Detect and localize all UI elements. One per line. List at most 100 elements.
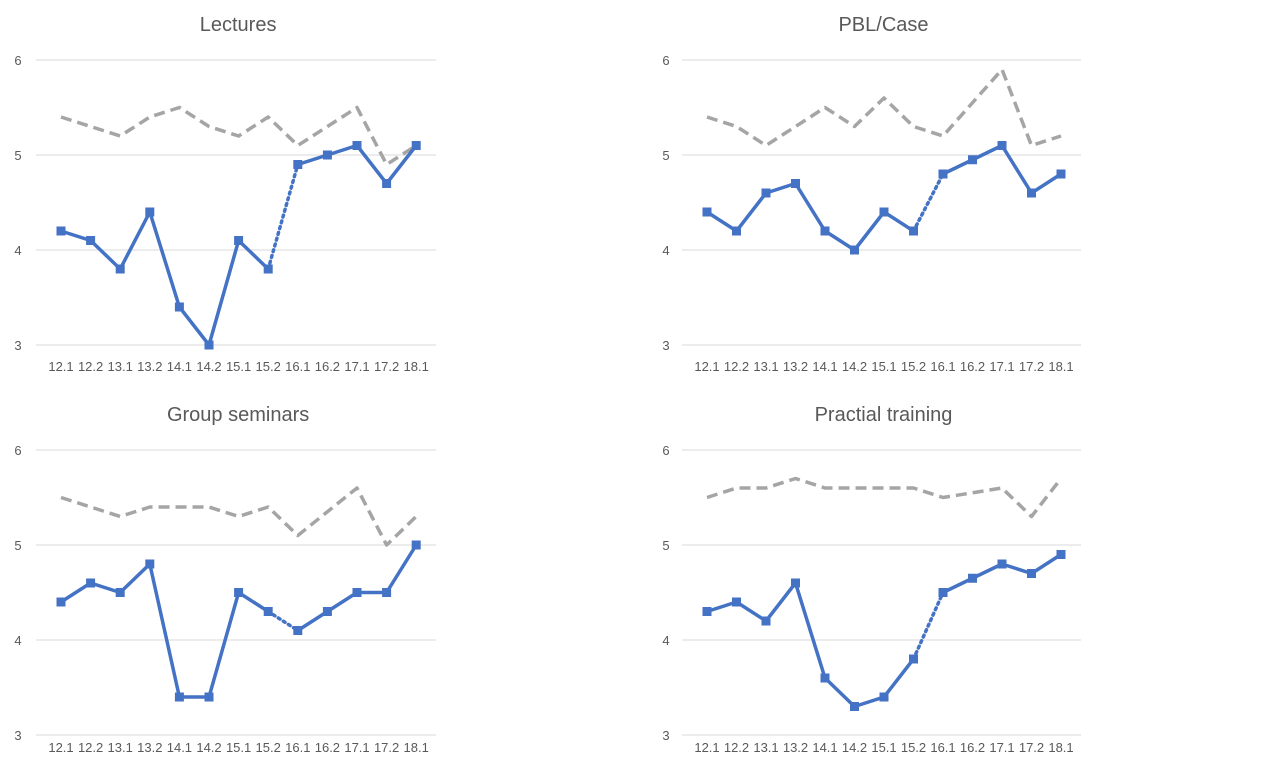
series-line-solid xyxy=(60,562,270,699)
chart-panel-practical-training: Practial training 3 4 5 6 12.1 12.2 13.1 13.2 14.… xyxy=(630,390,1261,762)
x-tick-label: 14.2 xyxy=(196,740,221,755)
x-tick-label: 12.1 xyxy=(694,740,719,755)
y-tick-label: 6 xyxy=(14,53,21,68)
y-tick-label: 6 xyxy=(662,443,669,458)
data-point-marker xyxy=(820,226,830,236)
data-point-marker xyxy=(997,559,1007,569)
data-point-marker xyxy=(997,141,1007,150)
x-tick-label: 17.1 xyxy=(989,359,1014,374)
data-point-marker xyxy=(352,141,362,150)
y-tick-label: 3 xyxy=(662,728,669,743)
data-point-marker xyxy=(322,607,332,616)
chart-title: Practial training xyxy=(815,404,953,426)
x-tick-label: 14.1 xyxy=(167,740,192,755)
data-point-marker xyxy=(293,160,303,169)
x-tick-label: 17.2 xyxy=(1019,740,1044,755)
series-line-solid xyxy=(296,544,418,632)
x-tick-label: 16.2 xyxy=(960,359,985,374)
data-point-marker xyxy=(115,264,125,274)
data-point-marker xyxy=(86,578,96,588)
data-point-marker xyxy=(732,597,741,607)
y-tick-label: 4 xyxy=(14,243,21,258)
x-tick-label: 14.1 xyxy=(167,359,192,374)
y-tick-label: 5 xyxy=(662,538,669,553)
series-line-solid xyxy=(297,143,418,186)
data-point-marker xyxy=(411,141,421,150)
x-tick-label: 18.1 xyxy=(404,740,429,755)
x-tick-label: 13.2 xyxy=(783,359,808,374)
data-point-marker xyxy=(1027,188,1036,198)
x-tick-label: 13.1 xyxy=(753,359,778,374)
y-tick-label: 4 xyxy=(14,633,21,648)
data-point-marker xyxy=(263,607,273,616)
x-tick-label: 13.1 xyxy=(108,359,133,374)
series-line-dashed xyxy=(706,67,1062,148)
x-tick-label: 14.2 xyxy=(842,359,867,374)
x-tick-label: 15.1 xyxy=(226,740,251,755)
data-point-marker xyxy=(293,626,303,635)
data-point-marker xyxy=(850,702,859,711)
x-tick-label: 17.2 xyxy=(1019,359,1044,374)
y-tick-label: 5 xyxy=(14,538,21,553)
data-point-marker xyxy=(938,588,948,597)
data-point-marker xyxy=(234,588,244,597)
x-tick-label: 18.1 xyxy=(1048,359,1073,374)
x-tick-label: 16.2 xyxy=(960,740,985,755)
data-point-marker xyxy=(263,264,273,274)
data-point-marker xyxy=(879,207,889,217)
chart-panel-pbl-case: PBL/Case 3 4 5 6 12.1 12.2 13.1 13.2 14.1 14.2 15.1… xyxy=(630,0,1261,381)
data-point-marker xyxy=(411,540,421,550)
x-tick-label: 14.2 xyxy=(842,740,867,755)
data-point-marker xyxy=(850,245,859,255)
x-tick-label: 17.1 xyxy=(989,740,1014,755)
x-tick-label: 15.2 xyxy=(901,359,926,374)
x-tick-label: 15.2 xyxy=(256,359,281,374)
data-point-marker xyxy=(56,226,66,236)
data-point-marker xyxy=(968,155,977,165)
x-tick-label: 17.1 xyxy=(344,740,369,755)
series-line-solid xyxy=(706,581,915,709)
x-tick-label: 17.2 xyxy=(374,740,399,755)
x-tick-label: 14.2 xyxy=(196,359,221,374)
x-tick-label: 14.1 xyxy=(812,359,837,374)
data-point-marker xyxy=(1056,550,1066,559)
chart-title: Lectures xyxy=(200,14,277,36)
data-point-marker xyxy=(909,654,918,664)
data-point-marker xyxy=(234,236,244,245)
data-point-marker xyxy=(732,226,741,236)
x-tick-label: 16.1 xyxy=(930,740,955,755)
x-tick-label: 13.1 xyxy=(753,740,778,755)
x-tick-label: 13.1 xyxy=(108,740,133,755)
data-point-marker xyxy=(115,588,125,597)
x-tick-label: 15.1 xyxy=(871,359,896,374)
x-tick-label: 13.2 xyxy=(783,740,808,755)
x-tick-label: 15.1 xyxy=(871,740,896,755)
y-tick-label: 3 xyxy=(662,338,669,353)
data-point-marker xyxy=(791,578,800,588)
data-point-marker xyxy=(702,207,712,217)
x-tick-label: 17.2 xyxy=(374,359,399,374)
data-point-marker xyxy=(761,188,771,198)
x-tick-label: 13.2 xyxy=(137,359,162,374)
x-tick-label: 15.1 xyxy=(226,359,251,374)
x-tick-label: 18.1 xyxy=(404,359,429,374)
series-line-dashed xyxy=(706,476,1063,519)
y-tick-label: 3 xyxy=(14,728,21,743)
x-tick-label: 15.2 xyxy=(256,740,281,755)
data-point-marker xyxy=(382,179,392,188)
x-tick-label: 16.2 xyxy=(315,740,340,755)
data-point-marker xyxy=(879,692,889,702)
data-point-marker xyxy=(174,302,184,312)
x-tick-label: 12.1 xyxy=(48,740,73,755)
series-line-dotted-gap xyxy=(266,162,300,271)
data-point-marker xyxy=(145,559,155,569)
x-tick-label: 18.1 xyxy=(1048,740,1073,755)
series-line-solid xyxy=(942,143,1062,195)
series-line-dashed xyxy=(60,486,418,547)
series-line-dotted-gap xyxy=(266,609,300,633)
data-point-marker xyxy=(322,150,332,160)
data-point-marker xyxy=(174,692,184,702)
data-point-marker xyxy=(145,207,155,217)
data-point-marker xyxy=(938,169,948,179)
series-line-dashed xyxy=(60,105,418,167)
